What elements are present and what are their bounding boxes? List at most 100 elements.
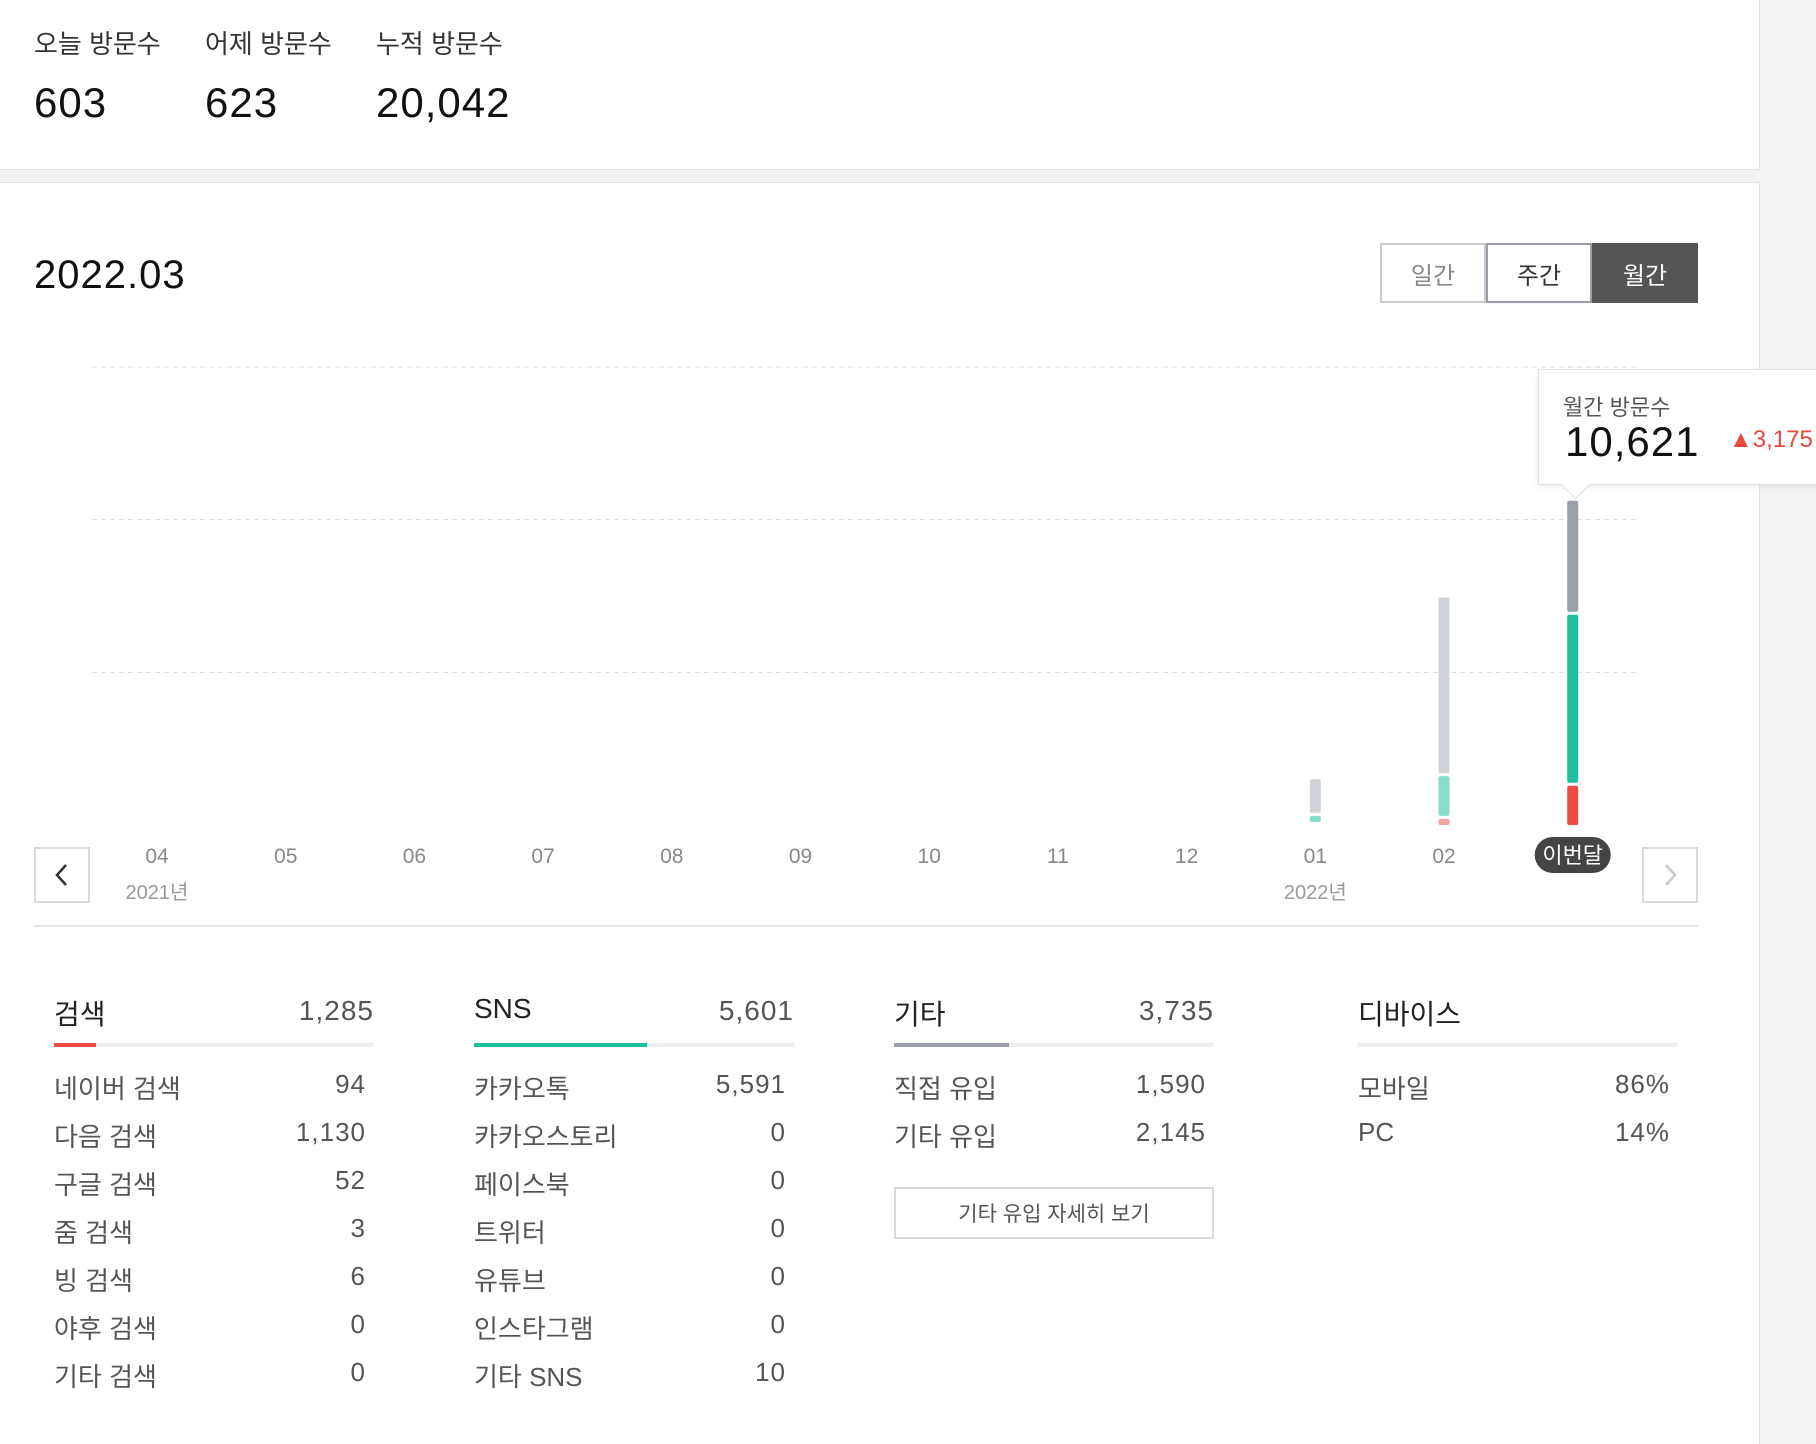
row-value: 1,590 (1135, 1069, 1206, 1099)
category-header: 검색 1,285 (54, 993, 374, 1043)
bar-segment[interactable] (1309, 779, 1321, 813)
category-total: 1,285 (298, 995, 374, 1026)
tab-daily[interactable]: 일간 (1380, 243, 1486, 303)
row-value: 0 (770, 1165, 786, 1195)
category-name: 기타 (894, 999, 946, 1030)
x-tick-label[interactable]: 12 (1175, 845, 1198, 868)
list-item: 네이버 검색 94 (54, 1069, 374, 1117)
category-column: 검색 1,285 네이버 검색 94 다음 검색 1,130 구글 검색 52 줌 검색 3 빙 검… (54, 993, 374, 1405)
x-tick-label[interactable]: 10 (918, 845, 941, 868)
x-tick-label[interactable]: 04 (145, 845, 169, 868)
category-rows: 직접 유입 1,590 기타 유입 2,145 (894, 1069, 1214, 1165)
row-label: 카카오톡 (474, 1074, 570, 1104)
category-total: 5,601 (718, 995, 794, 1026)
x-tick-label[interactable]: 11 (1047, 845, 1069, 868)
tab-weekly[interactable]: 주간 (1486, 243, 1592, 303)
yesterday-visits-label: 어제 방문수 (205, 29, 332, 59)
stats-panel: 2022.03 일간 주간 월간 04 05 06 07 08 09 10 11 12 01 02 이… (0, 182, 1816, 1444)
year-label: 2021년 (126, 881, 189, 904)
category-column: SNS 5,601 카카오톡 5,591 카카오스토리 0 페이스북 0 트위터 0 유튜브 0 인스타… (474, 993, 794, 1405)
monthly-visits-tooltip: 월간 방문수 10,621 ▲3,175 (1538, 369, 1816, 500)
row-label: PC (1358, 1117, 1395, 1147)
row-value: 2,145 (1135, 1117, 1206, 1147)
category-share-bar (54, 1043, 374, 1047)
period-title: 2022.03 (34, 253, 186, 297)
today-visits-label: 오늘 방문수 (34, 29, 161, 59)
list-item: 인스타그램 0 (474, 1309, 794, 1357)
row-label: 기타 검색 (54, 1362, 157, 1392)
bar-segment[interactable] (1438, 776, 1450, 816)
yesterday-visits: 어제 방문수 623 (205, 24, 332, 127)
row-value: 0 (770, 1213, 786, 1243)
row-label: 인스타그램 (474, 1314, 594, 1344)
x-tick-label[interactable]: 08 (660, 845, 683, 868)
yesterday-visits-value: 623 (205, 79, 279, 126)
chevron-right-icon (1665, 864, 1677, 886)
row-value: 5,591 (715, 1069, 786, 1099)
list-item: 빙 검색 6 (54, 1261, 374, 1309)
row-label: 네이버 검색 (54, 1074, 181, 1104)
category-share-fill (474, 1043, 647, 1047)
other-traffic-detail-button[interactable]: 기타 유입 자세히 보기 (894, 1187, 1214, 1239)
list-item: 페이스북 0 (474, 1165, 794, 1213)
category-total: 3,735 (1138, 995, 1214, 1026)
row-value: 0 (770, 1117, 786, 1147)
summary-panel: 오늘 방문수 603 어제 방문수 623 누적 방문수 20,042 (0, 0, 1760, 170)
prev-period-button[interactable] (34, 847, 90, 903)
category-name: SNS (474, 993, 532, 1024)
bar-segment[interactable] (1567, 500, 1579, 612)
category-rows: 모바일 86% PC 14% (1358, 1069, 1678, 1165)
year-label: 2022년 (1284, 881, 1347, 904)
row-value: 14% (1614, 1117, 1670, 1147)
divider (34, 925, 1698, 927)
category-column: 기타 3,735 직접 유입 1,590 기타 유입 2,145 (894, 993, 1214, 1165)
category-share-fill (54, 1043, 96, 1047)
row-value: 52 (335, 1165, 366, 1195)
bar-segment[interactable] (1438, 818, 1450, 825)
x-tick-label[interactable]: 이번달 (1542, 843, 1603, 868)
row-label: 유튜브 (474, 1266, 546, 1296)
next-period-button[interactable] (1642, 847, 1698, 903)
x-tick-label[interactable]: 05 (274, 845, 297, 868)
visits-bar-chart: 04 05 06 07 08 09 10 11 12 01 02 이번달 2021년 2022년 (92, 366, 1636, 904)
x-tick-label[interactable]: 09 (789, 845, 812, 868)
tooltip-value: 10,621 (1565, 418, 1700, 465)
tab-monthly[interactable]: 월간 (1592, 243, 1698, 303)
x-tick-label[interactable]: 07 (531, 845, 554, 868)
current-month-pill (1534, 837, 1611, 873)
row-label: 구글 검색 (54, 1170, 157, 1200)
total-visits-label: 누적 방문수 (376, 29, 503, 59)
row-label: 직접 유입 (894, 1074, 997, 1104)
x-tick-label[interactable]: 06 (403, 845, 426, 868)
row-label: 기타 유입 (894, 1122, 997, 1152)
x-tick-label[interactable]: 01 (1304, 845, 1327, 868)
row-value: 6 (350, 1261, 366, 1291)
row-label: 페이스북 (474, 1170, 570, 1200)
list-item: 기타 유입 2,145 (894, 1117, 1214, 1165)
list-item: PC 14% (1358, 1117, 1678, 1165)
list-item: 트위터 0 (474, 1213, 794, 1261)
row-label: 빙 검색 (54, 1266, 133, 1296)
row-value: 94 (335, 1069, 366, 1099)
list-item: 기타 검색 0 (54, 1357, 374, 1405)
bar-segment[interactable] (1567, 614, 1579, 783)
row-value: 3 (350, 1213, 366, 1243)
category-name: 검색 (54, 999, 106, 1030)
today-visits-value: 603 (34, 79, 108, 126)
category-column: 디바이스 모바일 86% PC 14% (1358, 993, 1678, 1165)
category-share-bar (1358, 1043, 1678, 1047)
row-label: 다음 검색 (54, 1122, 157, 1152)
category-share-bar (474, 1043, 794, 1047)
x-tick-label[interactable]: 02 (1432, 845, 1455, 868)
bar-segment[interactable] (1438, 597, 1450, 774)
bar-segment[interactable] (1309, 815, 1321, 822)
category-header: 기타 3,735 (894, 993, 1214, 1043)
category-share-bar (894, 1043, 1214, 1047)
category-name: 디바이스 (1358, 999, 1462, 1030)
bar-segment[interactable] (1567, 785, 1579, 825)
list-item: 줌 검색 3 (54, 1213, 374, 1261)
list-item: 카카오톡 5,591 (474, 1069, 794, 1117)
row-value: 0 (350, 1309, 366, 1339)
list-item: 유튜브 0 (474, 1261, 794, 1309)
row-value: 0 (350, 1357, 366, 1387)
